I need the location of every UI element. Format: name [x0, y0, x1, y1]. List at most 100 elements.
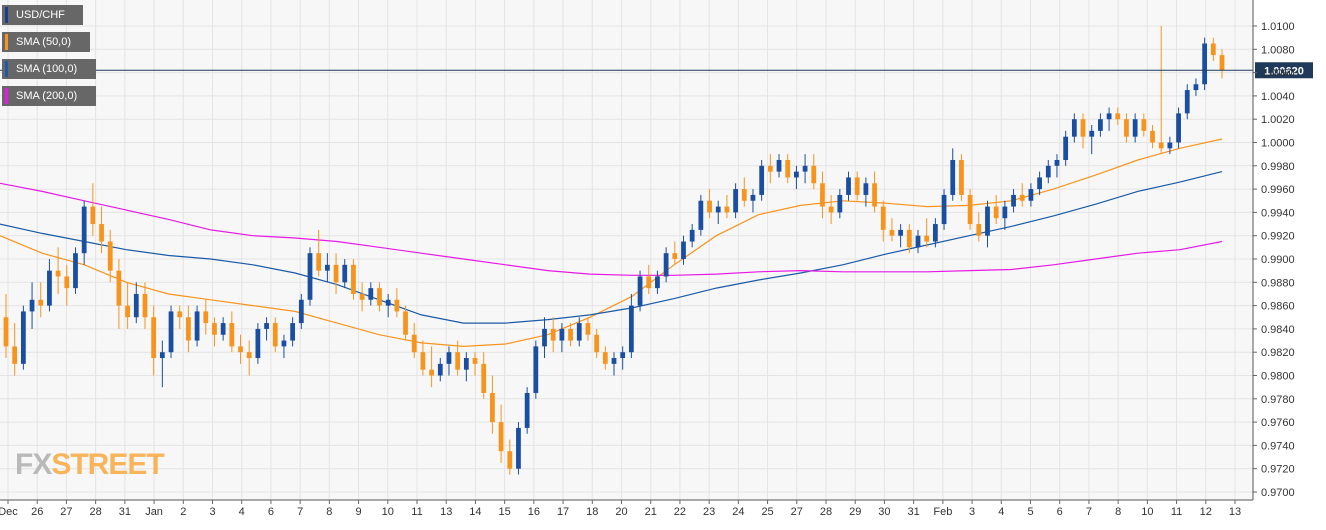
y-tick-label: 0.9740 — [1261, 440, 1295, 452]
candle-body — [99, 224, 104, 242]
y-tick-label: 1.0020 — [1261, 114, 1295, 126]
candle-body — [1037, 177, 1042, 190]
candle-body — [1106, 113, 1112, 120]
x-tick-label: 24 — [732, 506, 744, 518]
candle-body — [463, 358, 469, 370]
candle-body — [1167, 142, 1173, 149]
candle-body — [47, 270, 52, 306]
candle-body — [290, 323, 296, 341]
y-tick-label: 0.9840 — [1261, 324, 1295, 336]
legend-item-sma200[interactable]: SMA (200,0) — [2, 86, 96, 106]
x-tick-label: 7 — [1086, 506, 1092, 518]
legend-label-sma200: SMA (200,0) — [16, 90, 78, 102]
candle-body — [637, 276, 643, 306]
logo-street: STREET — [51, 448, 164, 481]
candle-body — [750, 194, 756, 201]
candle-body — [472, 358, 478, 364]
candle-body — [194, 311, 200, 341]
x-tick-label: Jan — [145, 506, 163, 518]
candle-body — [281, 340, 287, 347]
candle-body — [1054, 159, 1060, 166]
candle-body — [950, 159, 956, 195]
candle-body — [689, 229, 695, 242]
candle-body — [81, 206, 87, 254]
x-tick-label: 3 — [209, 506, 215, 518]
x-tick-label: 15 — [499, 506, 511, 518]
candle-body — [646, 276, 652, 289]
candle-body — [298, 299, 304, 324]
candle-body — [1063, 136, 1069, 160]
y-tick-label: 0.9900 — [1261, 254, 1295, 266]
candle-body — [802, 165, 808, 172]
candle-body — [741, 189, 747, 201]
x-tick-label: 12 — [1200, 506, 1212, 518]
x-tick-label: 8 — [326, 506, 332, 518]
candle-body — [437, 363, 443, 376]
x-axis: Dec 26 27 28 31 Jan 2 3 4 6 7 8 9 10 11 13 14 15 16 17 18 20 2… — [0, 499, 1253, 518]
x-tick-label: 7 — [297, 506, 303, 518]
x-tick-label: 28 — [820, 506, 832, 518]
candle-body — [733, 189, 738, 213]
x-tick-label: 8 — [1115, 506, 1121, 518]
candle-body — [976, 224, 982, 236]
sma100-line — [0, 171, 1223, 324]
x-tick-label: 23 — [703, 506, 715, 518]
candle-body — [1019, 194, 1025, 201]
legend-item-sma100[interactable]: SMA (100,0) — [2, 59, 96, 79]
candle-body — [333, 264, 339, 283]
candle-body — [785, 159, 791, 178]
gridlines — [0, 0, 1253, 500]
candle-body — [663, 253, 669, 277]
candle-body — [90, 206, 96, 225]
candle-body — [776, 159, 782, 172]
candle-body — [177, 311, 183, 318]
y-axis: 1.0100 1.0080 1.0060 1.0040 1.0020 1.0000 0.99… — [1252, 0, 1295, 500]
y-tick-label: 1.0080 — [1261, 44, 1295, 56]
current-price: 1.00620 — [0, 62, 1313, 79]
candle-body — [107, 241, 113, 271]
legend-swatch-usdchf — [5, 7, 8, 23]
candle-body — [73, 253, 78, 289]
candle-body — [559, 328, 565, 341]
candle-body — [29, 299, 35, 312]
x-tick-label: 27 — [791, 506, 803, 518]
candle-body — [585, 323, 591, 335]
legend-item-sma50[interactable]: SMA (50,0) — [2, 32, 90, 52]
legend-item-usdchf[interactable]: USD/CHF — [2, 5, 83, 25]
candle-body — [12, 346, 18, 364]
candle-body — [516, 427, 521, 469]
candle-body — [932, 224, 938, 242]
x-tick-label: 31 — [908, 506, 920, 518]
candle-body — [1045, 165, 1051, 178]
fxstreet-logo: FXSTREET — [15, 448, 165, 482]
x-tick-label: 10 — [1141, 506, 1153, 518]
x-tick-label: 26 — [31, 506, 43, 518]
candle-body — [880, 206, 886, 230]
candle-body — [1150, 130, 1155, 143]
candle-body — [220, 323, 226, 335]
x-tick-label: 4 — [239, 506, 245, 518]
x-tick-label: 13 — [440, 506, 452, 518]
x-tick-label: 5 — [1027, 506, 1033, 518]
candle-body — [941, 194, 947, 225]
logo-fx: FX — [15, 448, 52, 481]
candle-body — [3, 317, 9, 347]
x-tick-label: 6 — [268, 506, 274, 518]
candle-body — [411, 334, 417, 353]
candle-body — [255, 328, 261, 359]
x-tick-label: 13 — [1229, 506, 1241, 518]
legend-label-sma50: SMA (50,0) — [16, 36, 72, 48]
candle-body — [1002, 206, 1008, 219]
candle-body — [455, 352, 461, 370]
x-tick-label: 20 — [615, 506, 627, 518]
x-tick-label: 27 — [60, 506, 72, 518]
candle-body — [1132, 119, 1138, 137]
candle-body — [820, 183, 825, 207]
candle-body — [429, 369, 434, 376]
candle-body — [168, 311, 174, 353]
candle-body — [767, 165, 773, 172]
candle-body — [359, 293, 365, 300]
candle-body — [1080, 119, 1086, 137]
x-tick-label: 11 — [1171, 506, 1182, 518]
